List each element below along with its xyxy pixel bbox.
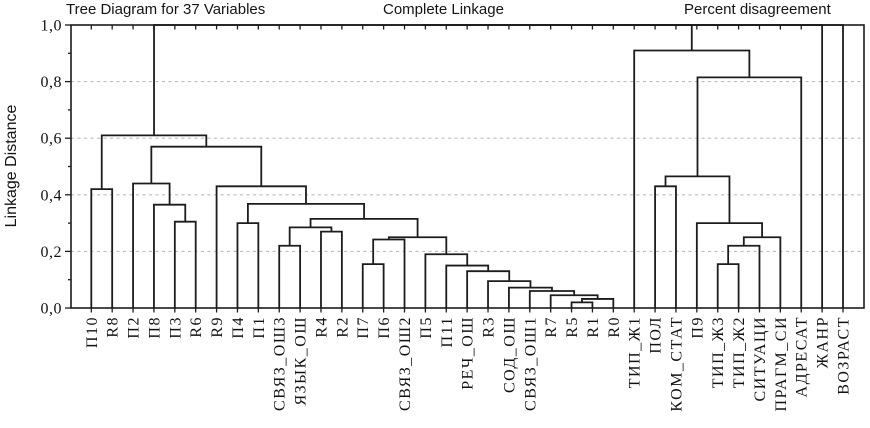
cluster-link — [278, 244, 302, 308]
x-axis-leaf-label: П3 — [167, 316, 184, 339]
cluster-link — [696, 76, 803, 308]
cluster-link — [320, 230, 343, 308]
x-axis-leaf-label: R1 — [585, 316, 602, 338]
cluster-link — [361, 263, 385, 308]
x-axis-leaf-label: РЕЧ_ОШ — [460, 316, 477, 390]
x-axis-leaf-label: R9 — [209, 316, 226, 338]
cluster-link — [716, 263, 740, 308]
x-axis-leaf-label: ПОЛ — [648, 316, 665, 354]
x-axis-leaf-label: П2 — [126, 316, 143, 339]
x-axis-leaf-label: R0 — [606, 316, 623, 338]
y-tick-label: 1,0 — [41, 18, 63, 35]
y-tick-label: 0,6 — [41, 131, 63, 148]
x-axis-leaf-label: П11 — [439, 316, 456, 347]
y-tick-label: 0,8 — [41, 74, 63, 91]
x-axis-leaf-label: П7 — [355, 316, 372, 339]
x-axis-leaf-label: R8 — [105, 316, 122, 338]
x-axis-leaf-label: П1 — [251, 316, 268, 339]
chart-title: Tree Diagram for 37 Variables — [66, 1, 266, 18]
x-axis-leaf-label: П9 — [689, 316, 706, 339]
cluster-link — [100, 134, 208, 190]
x-axis-leaf-label: СВЯЗ_ОШ1 — [522, 316, 539, 411]
cluster-link — [247, 202, 365, 224]
y-tick-label: 0,4 — [41, 187, 63, 204]
y-tick-label: 0,2 — [41, 244, 63, 261]
x-axis-leaf-label: КОМ_СТАТ — [668, 316, 685, 412]
y-tick-label: 0,0 — [41, 301, 63, 318]
x-axis-leaf-label: П10 — [84, 316, 101, 348]
x-axis-leaf-label: R3 — [481, 316, 498, 338]
x-axis-leaf-label: ВОЗРАСТ — [836, 316, 853, 395]
cluster-link — [90, 188, 114, 308]
x-axis-leaf-label: П6 — [376, 316, 393, 339]
cluster-link — [173, 220, 197, 308]
x-axis-leaf-label: ТИП_Ж3 — [710, 316, 727, 388]
y-axis-ticks — [65, 24, 71, 309]
cluster-link — [132, 182, 171, 308]
x-axis-leaf-label: СОД_ОШ — [501, 316, 518, 393]
x-axis-leaf-label: АДРЕСАТ — [794, 316, 811, 397]
cluster-link — [695, 222, 763, 308]
x-axis-leaf-label: ЖАНР — [815, 316, 832, 368]
cluster-link — [236, 222, 260, 308]
x-axis-leaf-label: R4 — [313, 316, 330, 338]
distance-metric-title: Percent disagreement — [684, 1, 831, 18]
x-axis-leaf-label: П4 — [230, 316, 247, 339]
dendrogram-links — [90, 24, 844, 308]
x-axis-leaf-label: СВЯЗ_ОШ3 — [272, 316, 289, 411]
x-axis-leaf-label: R2 — [334, 316, 351, 338]
linkage-method-title: Complete Linkage — [383, 1, 504, 18]
cluster-link — [153, 24, 693, 136]
x-axis-leaf-label: СВЯЗ_ОШ2 — [397, 316, 414, 411]
x-axis-leaf-label: R6 — [188, 316, 205, 338]
leaf-ticks — [90, 25, 844, 313]
x-axis-leaf-label: П5 — [418, 316, 435, 339]
grid-lines — [71, 81, 864, 252]
cluster-link — [654, 185, 677, 308]
x-axis-leaf-label: ТИП_Ж1 — [627, 316, 644, 388]
x-axis-leaf-label: П8 — [146, 316, 163, 339]
cluster-link — [581, 298, 615, 308]
cluster-link — [288, 226, 333, 246]
cluster-link — [372, 238, 406, 308]
cluster-link — [528, 290, 576, 308]
cluster-link — [633, 49, 751, 308]
cluster-link — [153, 203, 187, 308]
cluster-link — [727, 244, 761, 308]
x-axis-leaf-label: R7 — [543, 316, 560, 338]
x-axis-leaf-label: ТИП_Ж2 — [731, 316, 748, 388]
x-axis-leaf-label: ЯЗЫК_ОШ — [293, 316, 310, 406]
x-axis-leaf-label: R5 — [564, 316, 581, 338]
cluster-link — [150, 145, 263, 187]
x-axis-leaf-label: ПРАГМ_СИ — [773, 316, 790, 411]
cluster-link — [622, 24, 844, 308]
y-tick-labels: 0,0 0,2 0,4 0,6 0,8 1,0 — [41, 18, 63, 318]
leaf-labels: П10 R8 П2 П8 П3 R6 R9 П4 П1 СВЯЗ_ОШ3 ЯЗЫК_ОШ R4 R2 П7… — [84, 316, 853, 412]
cluster-link — [570, 301, 594, 308]
cluster-link — [742, 236, 782, 308]
x-axis-leaf-label: СИТУАЦИ — [752, 316, 769, 401]
